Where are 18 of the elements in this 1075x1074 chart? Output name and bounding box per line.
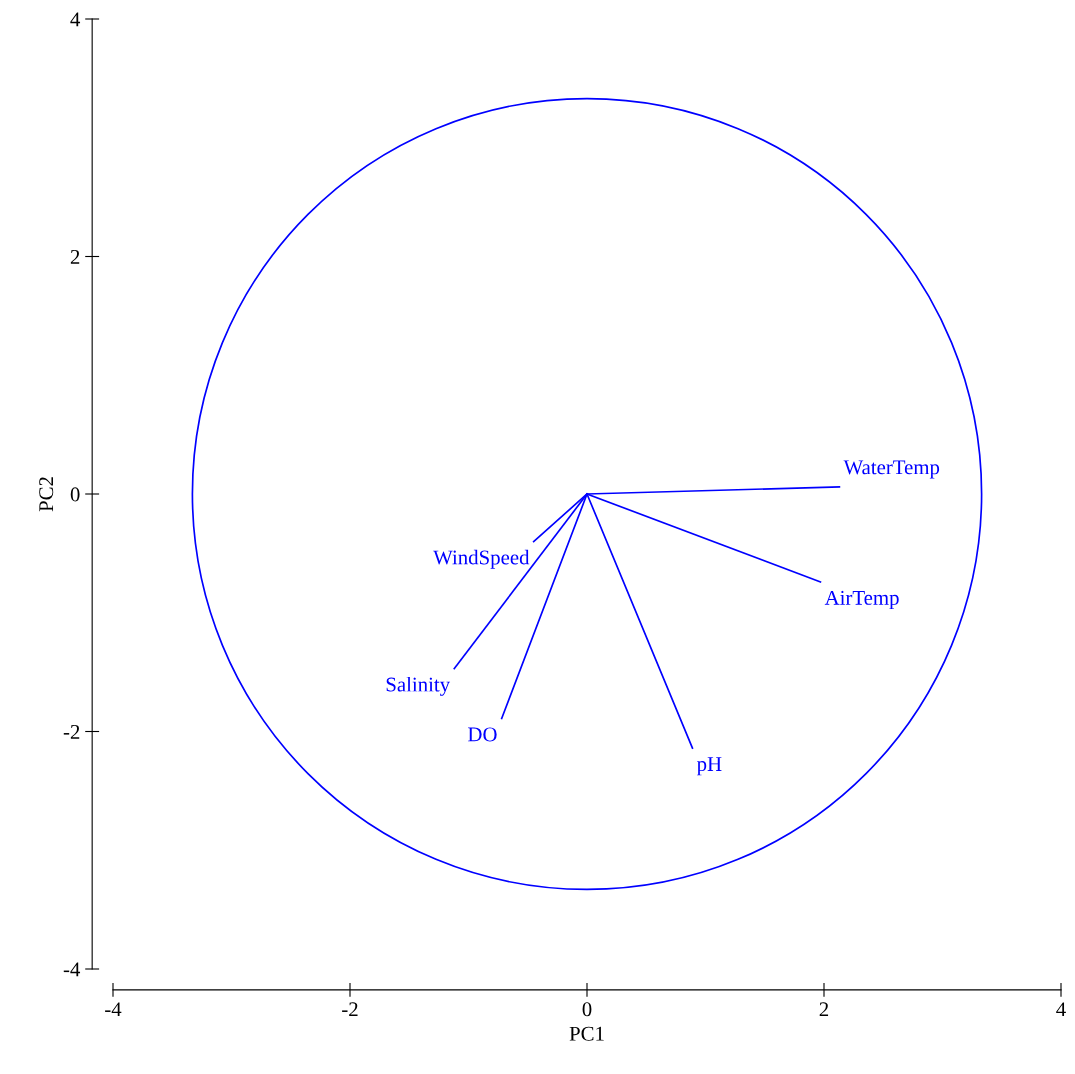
x-tick-label: -2 [342, 1002, 358, 1017]
x-tick-label: 2 [819, 1002, 829, 1017]
y-tick-label: 4 [70, 12, 81, 27]
series-label: pH [696, 757, 722, 776]
series-label: Salinity [386, 676, 451, 696]
x-tick-label: 0 [582, 1002, 592, 1017]
y-tick-label: -2 [63, 724, 80, 739]
series-label: WaterTemp [843, 460, 940, 479]
y-axis-title: PC2 [39, 477, 54, 512]
y-tick-label: -4 [63, 962, 81, 977]
y-tick-label: 2 [70, 249, 80, 264]
x-axis-title: PC1 [569, 1026, 604, 1041]
x-tick-label: -4 [105, 1002, 122, 1017]
y-tick-label: 0 [70, 487, 80, 502]
series-label: AirTemp [824, 590, 899, 610]
series-label: WindSpeed [433, 549, 530, 569]
x-tick-label: 4 [1056, 1002, 1066, 1017]
series-label: DO [468, 727, 497, 742]
